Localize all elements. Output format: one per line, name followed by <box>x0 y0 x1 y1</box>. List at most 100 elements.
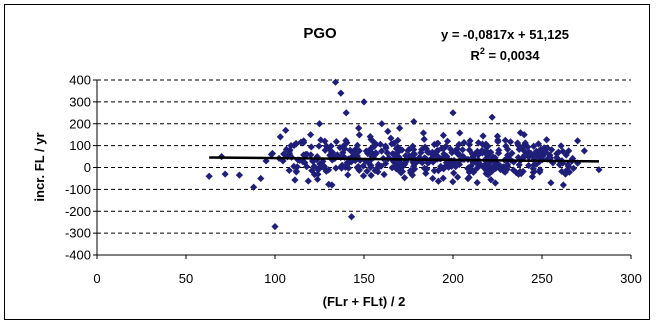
data-point <box>484 153 492 161</box>
data-point <box>434 177 443 185</box>
data-point <box>362 147 370 155</box>
data-point <box>387 134 395 142</box>
data-point <box>364 149 372 158</box>
data-point <box>396 124 404 132</box>
data-point <box>320 162 328 171</box>
data-point <box>355 166 363 174</box>
data-point <box>363 167 371 175</box>
data-point <box>401 159 409 167</box>
x-tick-label: 50 <box>179 271 193 286</box>
data-point <box>421 143 429 151</box>
data-point <box>530 161 538 169</box>
data-point <box>508 149 516 157</box>
data-point <box>494 149 503 157</box>
data-point <box>451 147 459 156</box>
data-point <box>503 165 511 173</box>
data-point <box>371 139 379 148</box>
data-point <box>359 172 368 180</box>
data-point <box>340 153 349 162</box>
data-point <box>487 148 495 156</box>
data-point <box>394 148 402 157</box>
data-point <box>429 174 437 183</box>
data-point <box>384 127 392 136</box>
data-point <box>563 166 571 174</box>
data-point <box>548 146 556 154</box>
data-point <box>569 164 578 172</box>
r-squared-value: = 0,0034 <box>485 48 540 63</box>
data-point <box>268 149 277 158</box>
data-point <box>474 139 483 147</box>
data-point <box>310 162 318 171</box>
data-point <box>321 137 329 145</box>
data-point <box>515 161 523 169</box>
data-point <box>450 169 458 177</box>
data-point <box>410 145 418 154</box>
y-tick-label: 100 <box>69 138 91 153</box>
data-point <box>465 146 473 154</box>
data-point <box>473 147 481 155</box>
trendline-equation: y = -0,0817x + 51,125 <box>441 27 569 42</box>
data-point <box>536 168 544 176</box>
data-point <box>400 174 409 182</box>
data-point <box>324 166 333 174</box>
x-tick-label: 0 <box>93 271 100 286</box>
data-point <box>360 98 368 106</box>
data-point <box>283 153 292 161</box>
data-point <box>478 146 486 155</box>
data-point <box>380 170 388 179</box>
data-point <box>328 181 336 189</box>
data-point <box>439 145 448 153</box>
data-point <box>473 178 481 187</box>
y-tick-label: -400 <box>65 248 91 263</box>
data-point <box>359 162 367 170</box>
data-point <box>502 142 510 150</box>
data-point <box>447 162 456 171</box>
data-point <box>377 162 385 170</box>
data-point <box>372 149 380 158</box>
data-point <box>437 162 445 171</box>
data-point <box>487 176 495 184</box>
data-point <box>433 140 441 148</box>
data-point <box>388 140 396 148</box>
data-point <box>430 167 438 175</box>
x-tick-label: 250 <box>531 271 553 286</box>
y-tick-label: 0 <box>84 160 91 175</box>
data-point <box>302 150 310 158</box>
data-point <box>378 147 386 155</box>
data-point <box>307 151 315 159</box>
data-point <box>464 164 473 172</box>
trendline <box>209 156 599 163</box>
data-point <box>516 167 524 176</box>
data-point <box>300 138 308 147</box>
data-point <box>529 168 537 176</box>
chart-frame: 400 300 200 100 0 -100 -200 -300 -400 0 50 100 150 2… <box>4 4 650 320</box>
data-point <box>355 131 363 139</box>
y-tick-label: 200 <box>69 116 91 131</box>
data-point <box>456 129 464 137</box>
x-tick-label: 300 <box>620 271 642 286</box>
data-point <box>351 146 359 154</box>
data-point <box>409 142 417 150</box>
data-point <box>476 160 485 169</box>
data-point <box>466 137 474 145</box>
data-point <box>521 147 529 156</box>
x-tick-label: 150 <box>353 271 375 286</box>
data-point <box>439 131 447 139</box>
x-tick-label: 100 <box>264 271 286 286</box>
data-point <box>325 180 333 188</box>
y-tick-label: -200 <box>65 204 91 219</box>
data-point <box>574 137 582 145</box>
data-point <box>454 173 462 181</box>
data-point <box>315 142 323 150</box>
data-point <box>482 143 490 151</box>
data-point <box>301 159 309 167</box>
data-point <box>304 177 312 185</box>
y-tick-label: -100 <box>65 182 91 197</box>
data-point <box>540 144 548 152</box>
chart-title: PGO <box>303 25 337 42</box>
data-point <box>460 138 468 147</box>
data-point <box>262 157 270 165</box>
data-point <box>557 142 565 150</box>
data-point <box>394 165 402 173</box>
data-point <box>342 136 350 145</box>
